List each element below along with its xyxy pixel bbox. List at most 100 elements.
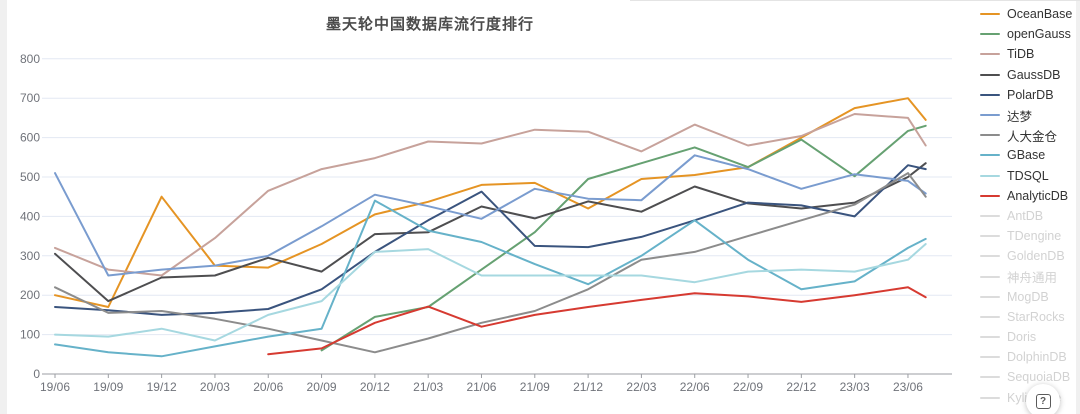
x-axis-label-23/06: 23/06 [893,380,923,394]
x-axis-label-20/09: 20/09 [307,380,337,394]
y-axis-label-600: 600 [20,131,40,145]
legend-swatch-icon [980,93,1000,96]
x-axis-label-22/03: 22/03 [626,380,656,394]
legend-item-神舟通用[interactable]: 神舟通用 [980,266,1080,286]
legend-swatch-icon [980,396,1000,399]
legend-swatch-icon [980,134,1000,137]
legend-swatch-icon [980,174,1000,177]
legend-swatch-icon [980,315,1000,318]
series-line-PolarDB [54,164,927,316]
legend-item-TDSQL[interactable]: TDSQL [980,166,1080,186]
x-axis-label-21/03: 21/03 [413,380,443,394]
legend-item-DolphinDB[interactable]: DolphinDB [980,347,1080,367]
legend-swatch-icon [980,255,1000,258]
legend-label: 神舟通用 [1007,271,1058,286]
legend-label: OceanBase [1007,7,1073,22]
legend-item-MogDB[interactable]: MogDB [980,287,1080,307]
x-axis-label-20/12: 20/12 [360,380,390,394]
legend-item-达梦[interactable]: 达梦 [980,105,1080,125]
legend-label: TDengine [1007,229,1062,244]
legend-item-TDengine[interactable]: TDengine [980,226,1080,246]
legend-swatch-icon [980,53,1000,56]
legend-swatch-icon [980,235,1000,238]
legend-label: 达梦 [1007,109,1033,124]
legend-label: openGauss [1007,27,1071,42]
y-axis-label-300: 300 [20,249,40,263]
y-axis-label-0: 0 [33,367,40,381]
legend-label: AnalyticDB [1007,188,1069,203]
y-axis-label-200: 200 [20,288,40,302]
legend-swatch-icon [980,33,1000,36]
legend-item-openGauss[interactable]: openGauss [980,24,1080,44]
legend-item-PolarDB[interactable]: PolarDB [980,85,1080,105]
x-axis-label-23/03: 23/03 [840,380,870,394]
legend-label: 人大金仓 [1007,129,1058,144]
legend-item-StarRocks[interactable]: StarRocks [980,307,1080,327]
legend-label: PolarDB [1007,87,1054,102]
x-axis-label-22/12: 22/12 [786,380,816,394]
series-line-TiDB [54,113,927,277]
legend-swatch-icon [980,214,1000,217]
legend-label: Doris [1007,330,1037,345]
x-axis-label-22/06: 22/06 [680,380,710,394]
x-axis-label-21/09: 21/09 [520,380,550,394]
x-axis-label-20/06: 20/06 [253,380,283,394]
x-axis-label-19/09: 19/09 [93,380,123,394]
legend-label: GBase [1007,148,1046,163]
legend-item-AntDB[interactable]: AntDB [980,206,1080,226]
legend-swatch-icon [980,194,1000,197]
chart-title: 墨天轮中国数据库流行度排行 [325,16,534,33]
y-axis-label-700: 700 [20,91,40,105]
legend-item-GaussDB[interactable]: GaussDB [980,65,1080,85]
y-axis-label-400: 400 [20,209,40,223]
legend-label: DolphinDB [1007,350,1067,365]
chart-legend: OceanBase openGauss TiDB GaussDB PolarDB 达梦人大… [980,4,1080,408]
x-axis-label-22/09: 22/09 [733,380,763,394]
legend-swatch-icon [980,275,1000,278]
legend-label: TDSQL [1007,168,1049,183]
y-axis-label-800: 800 [20,52,40,66]
legend-swatch-icon [980,114,1000,117]
legend-item-GoldenDB[interactable]: GoldenDB [980,246,1080,266]
legend-label: SequoiaDB [1007,370,1071,385]
legend-item-TiDB[interactable]: TiDB [980,44,1080,64]
y-axis-label-500: 500 [20,170,40,184]
legend-swatch-icon [980,295,1000,298]
legend-swatch-icon [980,73,1000,76]
boxed-question-icon: ? [1035,393,1051,409]
x-axis-label-19/12: 19/12 [147,380,177,394]
series-line-达梦 [54,154,927,277]
x-axis-label-21/06: 21/06 [466,380,496,394]
x-axis-label-19/06: 19/06 [40,380,70,394]
legend-label: MogDB [1007,289,1049,304]
x-axis-label-20/03: 20/03 [200,380,230,394]
legend-swatch-icon [980,13,1000,16]
page-left-margin [0,0,7,414]
help-button[interactable]: ? [1026,384,1060,414]
x-axis-label-21/12: 21/12 [573,380,603,394]
legend-item-Doris[interactable]: Doris [980,327,1080,347]
legend-swatch-icon [980,376,1000,379]
legend-label: StarRocks [1007,309,1065,324]
legend-item-AnalyticDB[interactable]: AnalyticDB [980,186,1080,206]
legend-swatch-icon [980,336,1000,339]
legend-label: GoldenDB [1007,249,1065,264]
series-line-AnalyticDB [267,286,927,356]
series-line-人大金仓 [54,172,927,354]
series-line-TDSQL [54,243,927,342]
y-axis-label-100: 100 [20,328,40,342]
series-line-GBase [54,199,927,358]
legend-item-GBase[interactable]: GBase [980,145,1080,165]
legend-item-SequoiaDB[interactable]: SequoiaDB [980,367,1080,387]
legend-item-人大金仓[interactable]: 人大金仓 [980,125,1080,145]
legend-label: AntDB [1007,208,1044,223]
legend-swatch-icon [980,356,1000,359]
legend-label: TiDB [1007,47,1035,62]
legend-swatch-icon [980,154,1000,157]
page-right-margin [1076,0,1080,414]
legend-label: GaussDB [1007,67,1061,82]
legend-item-OceanBase[interactable]: OceanBase [980,4,1080,24]
page-top-border [630,0,1080,1]
